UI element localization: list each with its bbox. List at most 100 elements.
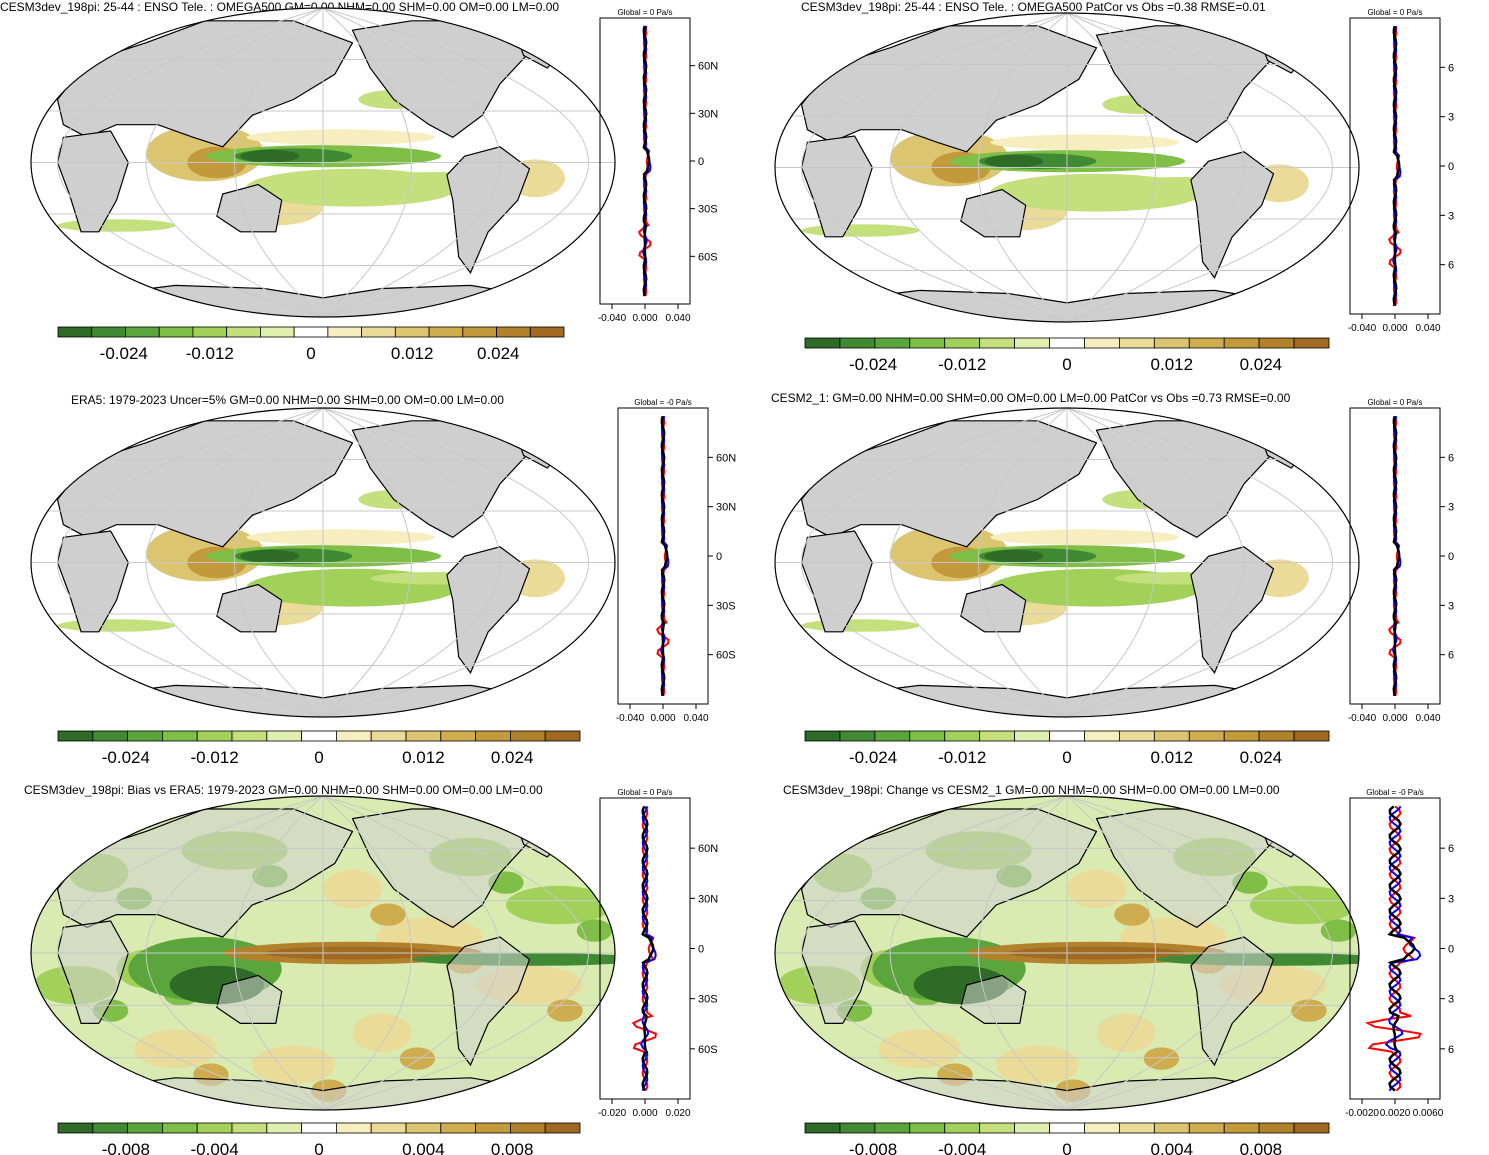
colorbar-swatch [1293, 730, 1330, 742]
colorbar-label: 0.012 [1151, 355, 1194, 374]
colorbar-swatch [1223, 730, 1260, 742]
colorbar-swatch [231, 1122, 268, 1134]
colorbar-swatch [909, 1122, 946, 1134]
colorbar-swatch [475, 730, 511, 742]
lat-tick-label: 6 [1448, 1044, 1454, 1056]
colorbar-swatch [91, 326, 126, 338]
colorbar-label: 0.008 [1240, 1140, 1283, 1155]
colorbar-swatch [293, 326, 329, 338]
zonal-mean-series [1392, 415, 1401, 697]
meridian-line [889, 408, 1068, 717]
contour-patch [1067, 869, 1126, 909]
colorbar-swatch [327, 326, 363, 338]
colorbar-swatch [944, 1122, 981, 1134]
value-tick-label: 0.0060 [1413, 1108, 1444, 1119]
map-border [774, 407, 1360, 718]
map-middle-left [30, 407, 616, 718]
meridian-line [1066, 408, 1156, 717]
map-field [31, 796, 615, 1110]
meridian-line [234, 796, 324, 1110]
contour-patch [1249, 885, 1357, 925]
zonal-title: Global = 0 Pa/s [618, 8, 673, 17]
land-south-america [1190, 151, 1275, 279]
colorbar-swatch [440, 1122, 476, 1134]
value-tick-label: -0.040 [616, 713, 645, 724]
contour-patch [984, 154, 1044, 168]
contour-patch [990, 134, 1180, 151]
meridian-line [978, 13, 1068, 322]
lat-tick-label: 6 [1448, 843, 1454, 855]
meridian-line [322, 796, 412, 1110]
colorbar-swatch [196, 1122, 233, 1134]
meridian-line [1066, 13, 1333, 322]
meridian-line [322, 408, 501, 717]
value-tick-label: 0.040 [1415, 323, 1440, 334]
map-border [774, 795, 1360, 1111]
colorbar-swatch [1084, 730, 1120, 742]
contour-patch [323, 869, 382, 909]
colorbar-label: -0.004 [190, 1140, 238, 1155]
colorbar-label: -0.024 [100, 344, 148, 363]
colorbar-swatch [301, 730, 337, 742]
zonal-mean-middle-left: Global = -0 Pa/s 60N 30N 0 30S 60S -0.040 0.000… [616, 398, 736, 724]
contour-patch [240, 149, 300, 163]
contour-patch [57, 219, 176, 232]
meridian-line [801, 796, 1068, 1110]
colorbar-swatch [1153, 337, 1190, 349]
colorbar-middle-right: -0.024 -0.012 0 0.012 0.024 [804, 730, 1330, 767]
colorbar-swatch [1223, 337, 1260, 349]
colorbar-swatch [1049, 1122, 1085, 1134]
value-tick-label: 0.020 [665, 1108, 690, 1119]
land-australia [960, 188, 1027, 238]
panel-middle-right: CESM2_1: GM=0.00 NHM=0.00 SHM=0.00 OM=0.… [745, 390, 1489, 770]
colorbar-swatch [226, 326, 261, 338]
value-tick-label: 0.000 [650, 713, 675, 724]
lat-tick-label: 0 [698, 944, 704, 956]
land-eurasia [56, 420, 354, 548]
colorbar-swatch [57, 326, 93, 338]
colorbar-swatch [335, 1122, 372, 1134]
contour-patch [505, 885, 613, 925]
colorbar-swatch [1293, 337, 1330, 349]
colorbar-swatch [196, 730, 233, 742]
zonal-mean-series [660, 415, 669, 697]
colorbar-label: -0.012 [186, 344, 234, 363]
value-tick-label: -0.040 [598, 313, 627, 324]
value-tick-label: 0.000 [632, 313, 657, 324]
lat-tick-label: 0 [716, 551, 722, 563]
land-australia [960, 974, 1027, 1024]
colorbar-label: 0 [1062, 748, 1071, 767]
meridian-line [889, 796, 1068, 1110]
contour-patch [252, 1045, 335, 1085]
colorbar-label: 0.024 [477, 344, 520, 363]
colorbar-swatch [266, 730, 303, 742]
colorbar-label: -0.024 [849, 748, 897, 767]
colorbar-label: -0.008 [849, 1140, 897, 1155]
land-australia [216, 974, 283, 1024]
value-tick-label: 0.040 [683, 713, 708, 724]
lat-tick-label: 6 [1448, 260, 1454, 272]
colorbar-swatch [1188, 1122, 1225, 1134]
zonal-mean-series [1392, 25, 1401, 307]
zonal-mean-series [641, 805, 655, 1092]
meridian-line [1066, 796, 1156, 1110]
value-tick-label: 0.000 [1382, 713, 1407, 724]
zonal-title: Global = 0 Pa/s [618, 788, 673, 797]
contour-patch [134, 1029, 217, 1069]
panel-bottom-left: CESM3dev_198pi: Bias vs ERA5: 1979-2023 … [0, 780, 745, 1155]
colorbar-label: -0.024 [102, 748, 150, 767]
meridian-line [801, 13, 1068, 322]
colorbar-swatch [57, 1122, 94, 1134]
contour-patch [1143, 1047, 1180, 1070]
colorbar-bottom-left: -0.008 -0.004 0 0.004 0.008 [57, 1122, 581, 1155]
lat-tick-label: 30S [698, 204, 718, 216]
colorbar-swatch [231, 730, 268, 742]
colorbar-label: 0 [314, 748, 323, 767]
land-eurasia [56, 20, 354, 148]
land-africa [800, 135, 873, 238]
meridian-line [322, 408, 589, 717]
colorbar-swatch [335, 730, 372, 742]
colorbar-swatch [127, 1122, 163, 1134]
meridian-line [57, 796, 324, 1110]
colorbar-swatch [394, 326, 430, 338]
